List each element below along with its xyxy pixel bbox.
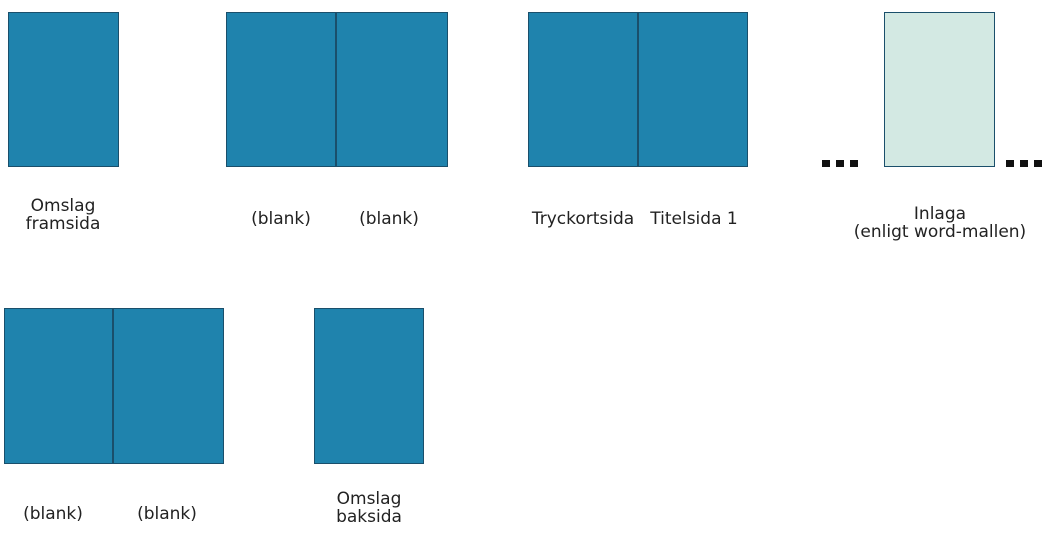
insert-dots-right: [1006, 160, 1042, 167]
cover-back-label: Omslag baksida: [326, 490, 412, 526]
imprint-page-label: Tryckortsida: [531, 209, 635, 229]
spread2-fold: [112, 309, 114, 463]
insert-label: Inlaga (enligt word-mallen): [838, 205, 1042, 241]
cover-back-label-line1: Omslag: [336, 489, 402, 509]
spread2-right-label: (blank): [137, 504, 197, 524]
spread1-page: [226, 12, 448, 167]
insert-label-line1: Inlaga: [913, 204, 967, 224]
cover-back-label-line2: baksida: [336, 507, 402, 527]
cover-front-label-line1: Omslag: [30, 196, 96, 216]
insert-label-line2: (enligt word-mallen): [853, 222, 1027, 242]
imprint-title-spread: [528, 12, 748, 167]
spread1-left-label: (blank): [251, 209, 311, 229]
spread2-left-label: (blank): [23, 504, 83, 524]
imprint-title-fold: [637, 13, 639, 166]
insert-dots-left: [822, 160, 858, 167]
cover-front-label-line2: framsida: [25, 214, 101, 234]
spread1-right-label: (blank): [359, 209, 419, 229]
spread1-fold: [335, 13, 337, 166]
cover-front-page: [8, 12, 119, 167]
spread2-page: [4, 308, 224, 464]
insert-page: [884, 12, 995, 167]
cover-back-page: [314, 308, 424, 464]
cover-front-label: Omslag framsida: [20, 197, 106, 233]
title-page-label: Titelsida 1: [650, 209, 738, 229]
